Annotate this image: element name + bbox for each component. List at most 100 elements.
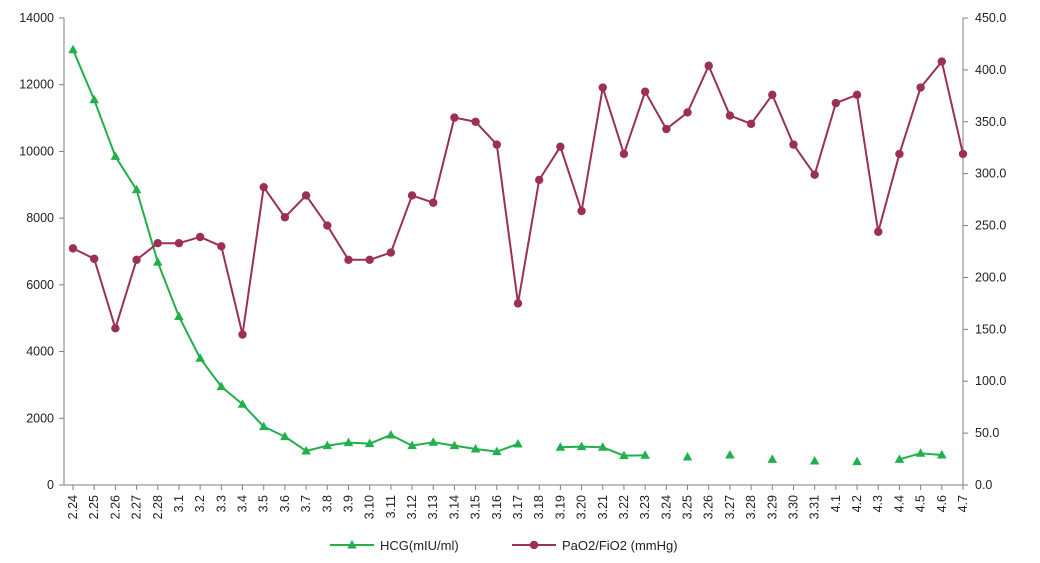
series-line-segment [347,441,371,445]
series-line-segment [93,257,117,330]
data-point-circle [323,221,332,230]
data-point-triangle [598,442,608,451]
data-point-triangle [470,443,481,453]
series-line-segment [177,315,202,360]
series-line-segment [135,188,159,264]
series-line-segment [114,258,138,330]
data-point-triangle [174,311,184,321]
x-tick-label: 3.17 [511,495,525,519]
x-tick-label: 4.3 [871,495,885,512]
series-line-segment [856,93,880,233]
data-point-triangle [343,437,354,447]
x-tick-label: 3.26 [702,495,716,519]
data-point-circle [68,244,78,253]
data-point-circle [217,242,226,251]
data-point-circle [768,90,777,99]
series-line-segment [326,441,350,447]
series-line-segment [538,145,562,181]
series-line-segment [283,194,308,219]
data-point-circle [344,255,353,265]
x-tick-label: 3.5 [257,495,271,512]
series-line-segment [432,441,456,447]
series-line-segment [495,143,519,305]
x-tick-label: 3.12 [405,495,419,519]
series-line-segment [474,120,498,146]
legend-label: HCG(mIU/ml) [380,538,459,553]
data-point-circle [259,182,268,192]
x-tick-label: 3.23 [638,495,652,519]
x-tick-label: 3.21 [596,495,610,519]
series-line-segment [559,445,583,449]
series-line-segment [750,93,774,125]
data-point-circle [852,90,862,99]
series-line-segment [771,93,795,146]
data-point-triangle [68,44,78,54]
data-point-circle [429,198,438,207]
data-point-triangle [428,437,438,446]
data-point-circle [471,117,480,126]
x-tick-label: 3.28 [744,495,758,519]
x-tick-label: 3.24 [659,495,673,519]
series-line-segment [453,444,477,450]
x-tick-label: 3.7 [299,495,313,512]
x-tick-label: 3.19 [553,495,567,519]
series-line-segment [898,452,922,461]
x-tick-label: 3.31 [808,495,822,519]
x-tick-label: 3.25 [681,495,695,519]
x-tick-label: 2.25 [87,495,101,519]
series-line-segment [813,102,837,176]
series-line-segment [241,403,265,428]
data-point-triangle [131,184,142,194]
series-line-segment [72,48,96,101]
data-point-circle [365,255,374,265]
series-line-segment [389,194,414,254]
x-tick-label: 3.4 [236,495,250,512]
data-point-triangle [195,353,205,362]
series-line-segment [156,261,180,318]
data-point-circle [407,191,417,200]
series-line-segment [135,242,159,261]
series-line-segment [495,442,519,453]
series-line-segment [940,60,964,155]
x-tick-label: 3.14 [447,495,461,519]
series-line-segment [199,357,223,388]
data-point-triangle [153,257,163,266]
series-line-segment [220,245,244,336]
x-tick-label: 3.22 [617,495,631,519]
left-tick-label: 14000 [19,11,54,25]
series-line-segment [411,441,435,447]
left-tick-label: 8000 [26,211,54,225]
data-point-triangle [449,440,460,450]
series-line-segment [919,60,943,89]
data-point-circle [238,330,247,339]
data-point-triangle [89,94,99,104]
data-point-triangle [682,451,693,461]
data-point-circle [810,170,819,179]
legend: HCG(mIU/ml) PaO2/FiO2 (mmHg) [330,538,678,553]
data-point-triangle [386,429,396,439]
data-point-circle [301,191,311,200]
data-point-triangle [640,450,650,459]
series-line-segment [707,64,731,117]
data-point-triangle [364,438,375,448]
data-point-circle [619,149,629,159]
series-line-segment [580,445,604,449]
left-tick-label: 12000 [19,78,54,92]
data-point-triangle [894,454,905,463]
x-axis-ticks: 2.24 2.25 2.26 2.27 2.28 3.1 3.2 3.3 3.4 3.5 3.6 3.… [66,485,970,519]
x-tick-label: 3.15 [469,495,483,519]
data-point-triangle [555,442,566,451]
series-line-segment [601,86,625,155]
series-line-segment [93,98,117,158]
series-line-segment [644,90,668,131]
series-line-segment [432,116,456,204]
data-point-circle [280,213,290,222]
right-tick-label: 450.0 [975,11,1006,25]
x-tick-label: 2.27 [130,495,144,519]
left-tick-label: 10000 [19,144,54,158]
left-tick-label: 0 [47,478,54,492]
data-point-circle [640,87,650,96]
data-point-circle [662,124,671,134]
series-line-segment [305,194,329,227]
series-line-segment [326,224,350,261]
